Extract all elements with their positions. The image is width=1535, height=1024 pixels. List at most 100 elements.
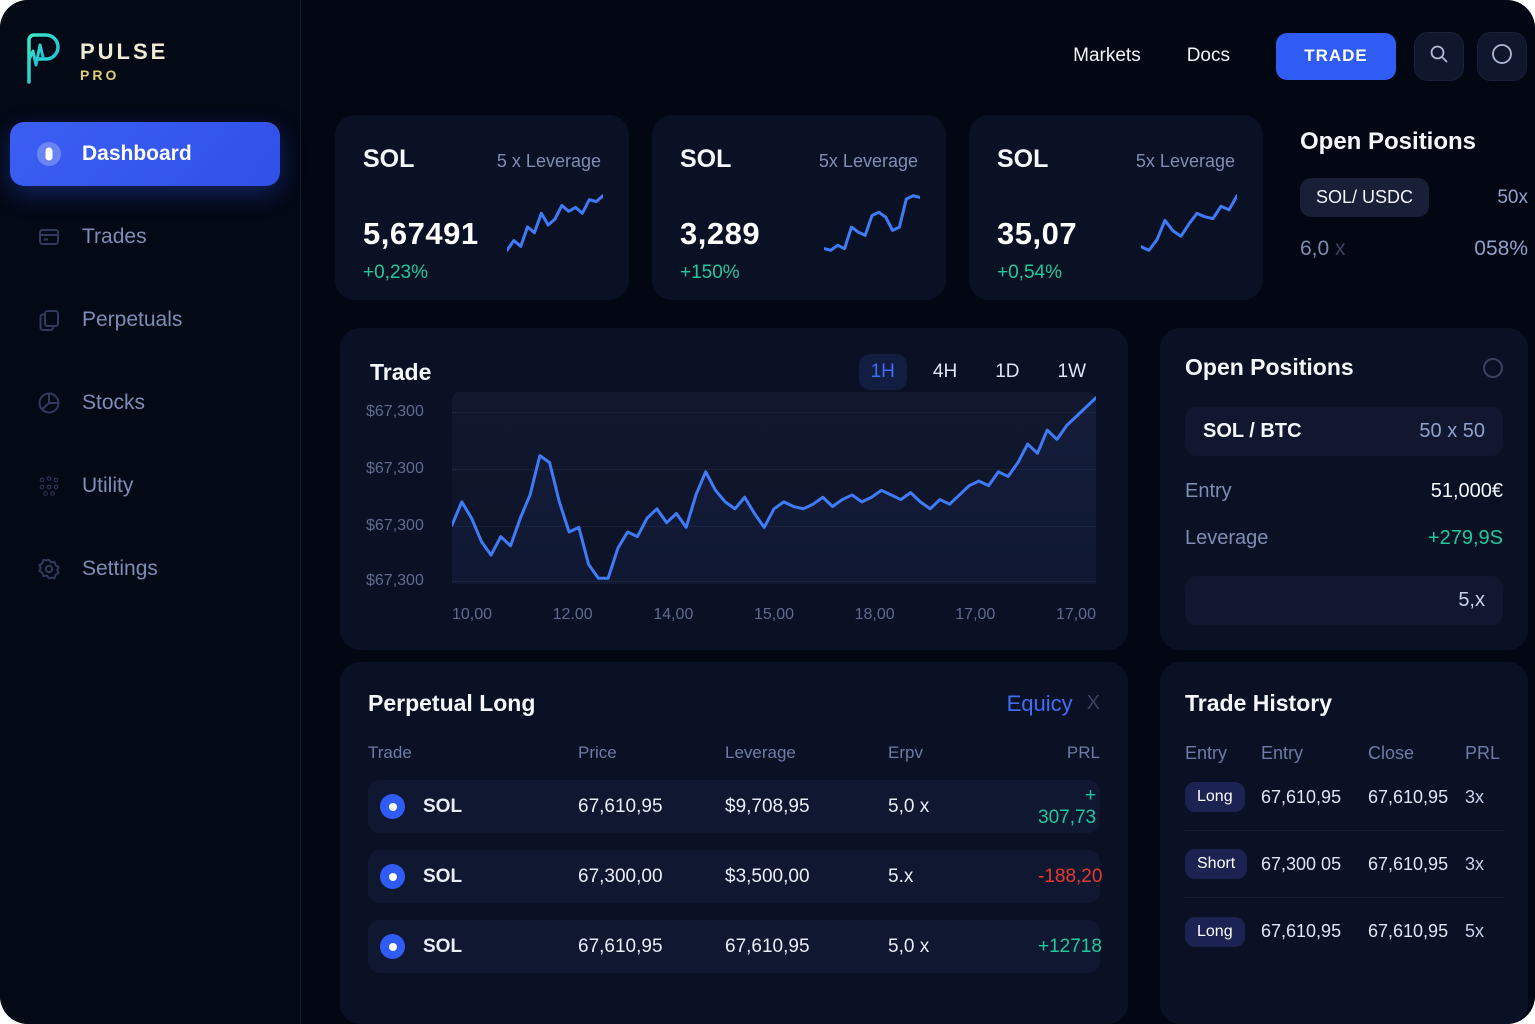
row-prl: -188,20 [1038, 865, 1103, 887]
perpetuals-icon [36, 307, 62, 333]
trade-button[interactable]: TRADE [1276, 32, 1396, 80]
history-row[interactable]: Short 67,300 05 67,610,95 3x [1185, 831, 1503, 898]
account-button[interactable] [1477, 31, 1527, 81]
avatar-circle-icon [1489, 41, 1515, 72]
sidebar-item-stocks[interactable]: Stocks [10, 371, 280, 435]
col-header-prl: PRL [1465, 743, 1501, 763]
price-line-chart[interactable] [452, 392, 1096, 584]
pair-pill[interactable]: SOL/ USDC [1300, 178, 1430, 217]
sparkline-chart [1141, 194, 1237, 252]
stat-card-change: +0,23% [363, 262, 428, 283]
quick-positions: Open Positions SOL/ USDC 50x 6,0 x 058% [1300, 128, 1528, 261]
dashboard-icon [36, 141, 62, 167]
nav-link-markets[interactable]: Markets [1073, 45, 1141, 66]
col-header-erpv: Erpv [888, 743, 923, 762]
position-pair-card[interactable]: SOL / BTC 50 x 50 [1185, 407, 1503, 456]
sidebar: PULSE PRO Dashboard Trades [0, 0, 301, 1024]
table-row[interactable]: SOL 67,610,95 $9,708,95 5,0 x + 307,73 [368, 780, 1100, 833]
trade-chart-card: Trade 1H 4H 1D 1W $67,300 $67,300 $67,30… [340, 328, 1128, 650]
stat-card[interactable]: SOL 5x Leverage 35,07 +0,54% [969, 115, 1263, 300]
timeframe-tab[interactable]: 1D [995, 361, 1020, 382]
equicy-link[interactable]: Equicy [1006, 690, 1073, 716]
history-close: 67,610,95 [1368, 786, 1449, 807]
sol-coin-icon [380, 864, 405, 889]
trades-icon [36, 224, 62, 250]
sidebar-item-perpetuals[interactable]: Perpetuals [10, 288, 280, 352]
sidebar-item-utility[interactable]: Utility [10, 454, 280, 518]
stat-card[interactable]: SOL 5 x Leverage 5,67491 +0,23% [335, 115, 629, 300]
sidebar-item-dashboard[interactable]: Dashboard [10, 122, 280, 186]
search-icon [1428, 43, 1450, 70]
position-pair-leverage: 50 x 50 [1419, 420, 1485, 442]
sidebar-nav: Dashboard Trades Perpetuals Stocks [10, 122, 280, 620]
timeframe-tab[interactable]: 1H [858, 354, 907, 390]
search-button[interactable] [1414, 31, 1464, 81]
x-axis-label: 18,00 [854, 606, 895, 623]
position-amount: 6,0 [1300, 237, 1330, 260]
brand-sub: PRO [80, 66, 120, 83]
stat-card-value: 5,67491 [363, 216, 479, 251]
entry-label: Entry [1185, 480, 1232, 502]
row-price: 67,300,00 [578, 865, 663, 887]
col-header-entry2: Entry [1261, 743, 1304, 763]
utility-icon [36, 473, 62, 499]
position-pair: SOL / BTC [1203, 420, 1302, 442]
timeframe-tab[interactable]: 4H [932, 361, 958, 382]
stat-card[interactable]: SOL 5x Leverage 3,289 +150% [652, 115, 946, 300]
y-axis-label: $67,300 [366, 572, 424, 589]
x-axis-label: 17,00 [1055, 606, 1096, 623]
sidebar-item-trades[interactable]: Trades [10, 205, 280, 269]
close-icon[interactable]: X [1086, 692, 1100, 714]
stat-card-leverage: 5x Leverage [818, 151, 918, 171]
row-leverage: $3,500,00 [725, 865, 810, 887]
trade-history-title: Trade History [1185, 690, 1332, 716]
history-multiplier: 3x [1465, 853, 1485, 874]
gridline [452, 412, 1096, 413]
logo: PULSE PRO [22, 30, 168, 91]
x-axis-label: 10,00 [452, 606, 493, 623]
quick-positions-title: Open Positions [1300, 128, 1477, 155]
row-symbol: SOL [423, 865, 463, 887]
refresh-circle-icon[interactable] [1483, 357, 1503, 378]
table-row[interactable]: SOL 67,610,95 67,610,95 5,0 x +12718 [368, 920, 1102, 973]
row-prl: + 307,73 [1038, 784, 1097, 828]
sidebar-item-label: Stocks [82, 391, 146, 414]
leverage-slider[interactable]: 5,x [1185, 576, 1503, 625]
perpetual-rows: SOL 67,610,95 $9,708,95 5,0 x + 307,73 S… [368, 780, 1102, 973]
row-symbol: SOL [423, 795, 463, 817]
col-header-prl: PRL [1066, 743, 1100, 762]
chart-title: Trade [370, 358, 432, 385]
perpetual-long-panel: Perpetual Long Equicy X Trade Price Leve… [340, 662, 1128, 1024]
open-positions-panel: Open Positions SOL / BTC 50 x 50 Entry 5… [1160, 328, 1528, 650]
sidebar-item-label: Trades [82, 225, 147, 248]
stat-card-change: +0,54% [997, 262, 1062, 283]
nav-link-docs[interactable]: Docs [1186, 45, 1230, 66]
history-entry: 67,610,95 [1261, 786, 1342, 807]
brand-name: PULSE [80, 38, 169, 64]
gridline [452, 469, 1096, 470]
row-erpv: 5,0 x [888, 795, 930, 817]
col-header-price: Price [578, 743, 617, 762]
timeframe-tab[interactable]: 1W [1057, 361, 1087, 382]
x-axis-label: 12.00 [552, 606, 593, 623]
history-row[interactable]: Long 67,610,95 67,610,95 5x [1185, 898, 1503, 965]
stat-card-change: +150% [680, 262, 740, 283]
side-badge: Long [1185, 916, 1245, 947]
col-header-leverage: Leverage [725, 743, 796, 762]
col-header-trade: Trade [368, 743, 412, 762]
stat-card-leverage: 5 x Leverage [496, 151, 601, 171]
history-close: 67,610,95 [1368, 853, 1449, 874]
stat-card-leverage: 5x Leverage [1135, 151, 1235, 171]
sidebar-item-settings[interactable]: Settings [10, 537, 280, 601]
row-symbol: SOL [423, 935, 463, 957]
leverage-label: Leverage [1185, 527, 1269, 549]
sidebar-item-label: Dashboard [82, 142, 192, 165]
topbar: Markets Docs TRADE [301, 0, 1535, 112]
x-axis-label: 17,00 [955, 606, 996, 623]
table-row[interactable]: SOL 67,300,00 $3,500,00 5.x -188,20 [368, 850, 1102, 903]
history-row[interactable]: Long 67,610,95 67,610,95 3x [1185, 764, 1503, 831]
leverage-slider-value: 5,x [1458, 589, 1485, 611]
open-positions-title: Open Positions [1185, 354, 1354, 380]
stat-card-value: 35,07 [997, 216, 1078, 251]
